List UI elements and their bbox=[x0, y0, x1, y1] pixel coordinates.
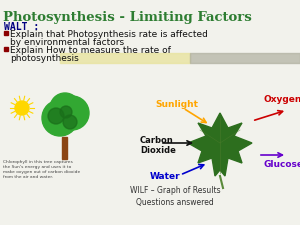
Text: Oxygen: Oxygen bbox=[263, 95, 300, 104]
Text: by environmental factors: by environmental factors bbox=[10, 38, 124, 47]
Text: Sunlight: Sunlight bbox=[155, 100, 198, 109]
Text: WALT :: WALT : bbox=[4, 22, 39, 32]
Circle shape bbox=[42, 100, 78, 136]
Text: Chlorophyll in this tree captures
the Sun's energy and uses it to
make oxygen ou: Chlorophyll in this tree captures the Su… bbox=[3, 160, 80, 179]
Polygon shape bbox=[188, 113, 252, 176]
Circle shape bbox=[55, 96, 89, 130]
Text: Carbon
Dioxide: Carbon Dioxide bbox=[140, 136, 176, 155]
Text: Glucose: Glucose bbox=[263, 160, 300, 169]
Bar bbox=[190, 53, 300, 63]
Text: Photosynthesis - Limiting Factors: Photosynthesis - Limiting Factors bbox=[3, 11, 252, 24]
Bar bbox=[4, 31, 8, 35]
Text: WILF – Graph of Results
Questions answered: WILF – Graph of Results Questions answer… bbox=[130, 186, 220, 207]
Bar bbox=[62, 137, 67, 159]
Circle shape bbox=[50, 93, 80, 123]
Bar bbox=[60, 53, 190, 63]
Text: Explain How to measure the rate of: Explain How to measure the rate of bbox=[10, 46, 171, 55]
Text: Water: Water bbox=[150, 172, 181, 181]
Circle shape bbox=[63, 115, 77, 129]
Text: photosynthesis: photosynthesis bbox=[10, 54, 79, 63]
Circle shape bbox=[48, 108, 64, 124]
Circle shape bbox=[60, 106, 72, 118]
Text: Explain that Photosynthesis rate is affected: Explain that Photosynthesis rate is affe… bbox=[10, 30, 208, 39]
Circle shape bbox=[15, 101, 29, 115]
Bar bbox=[4, 47, 8, 51]
